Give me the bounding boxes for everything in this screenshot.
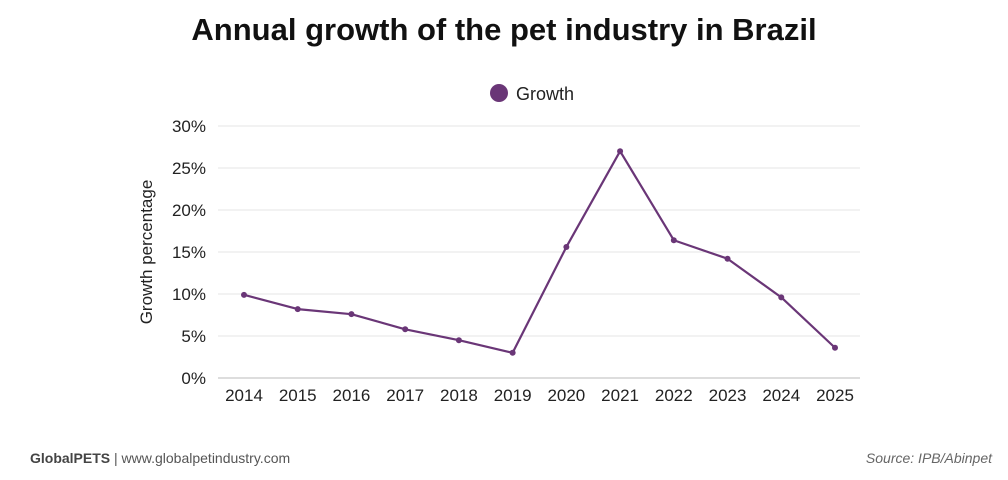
x-tick-label: 2017 — [386, 386, 424, 405]
x-tick-label: 2014 — [225, 386, 263, 405]
brand-name: GlobalPETS — [30, 450, 111, 466]
x-tick-label: 2019 — [494, 386, 532, 405]
data-point — [348, 311, 355, 318]
data-point — [670, 237, 677, 244]
x-tick-label: 2023 — [709, 386, 747, 405]
legend-label: Growth — [516, 84, 574, 104]
legend-marker — [490, 84, 508, 102]
chart-title: Annual growth of the pet industry in Bra… — [191, 12, 817, 47]
data-point — [402, 326, 409, 333]
footer-credit: GlobalPETS | www.globalpetindustry.com — [30, 450, 290, 466]
website-link[interactable]: www.globalpetindustry.com — [121, 450, 291, 466]
x-tick-label: 2015 — [279, 386, 317, 405]
y-axis-label: Growth percentage — [137, 180, 156, 325]
data-point — [563, 243, 570, 250]
y-tick-label: 30% — [172, 117, 206, 136]
source-note: Source: IPB/Abinpet — [865, 450, 992, 466]
data-point — [509, 349, 516, 356]
y-tick-label: 0% — [181, 369, 206, 388]
x-tick-label: 2016 — [333, 386, 371, 405]
x-tick-label: 2024 — [762, 386, 800, 405]
data-point — [241, 291, 247, 298]
separator: | — [114, 450, 118, 466]
x-tick-label: 2022 — [655, 386, 693, 405]
y-tick-label: 10% — [172, 285, 206, 304]
y-tick-label: 20% — [172, 201, 206, 220]
y-tick-label: 15% — [172, 243, 206, 262]
data-point — [778, 294, 785, 301]
x-tick-label: 2025 — [816, 386, 854, 405]
x-tick-label: 2021 — [601, 386, 639, 405]
y-tick-label: 5% — [181, 327, 206, 346]
data-point — [294, 306, 301, 313]
series-line-growth — [243, 150, 836, 354]
data-point — [617, 148, 624, 155]
data-point — [455, 337, 462, 344]
data-point — [724, 255, 731, 262]
x-tick-label: 2020 — [547, 386, 585, 405]
x-tick-label: 2018 — [440, 386, 478, 405]
data-point — [832, 344, 838, 351]
line-chart: 0% 5% 10% 15% 20% 25% 30% 2014 2015 2016 2017 2018 2… — [137, 84, 860, 405]
y-tick-label: 25% — [172, 159, 206, 178]
